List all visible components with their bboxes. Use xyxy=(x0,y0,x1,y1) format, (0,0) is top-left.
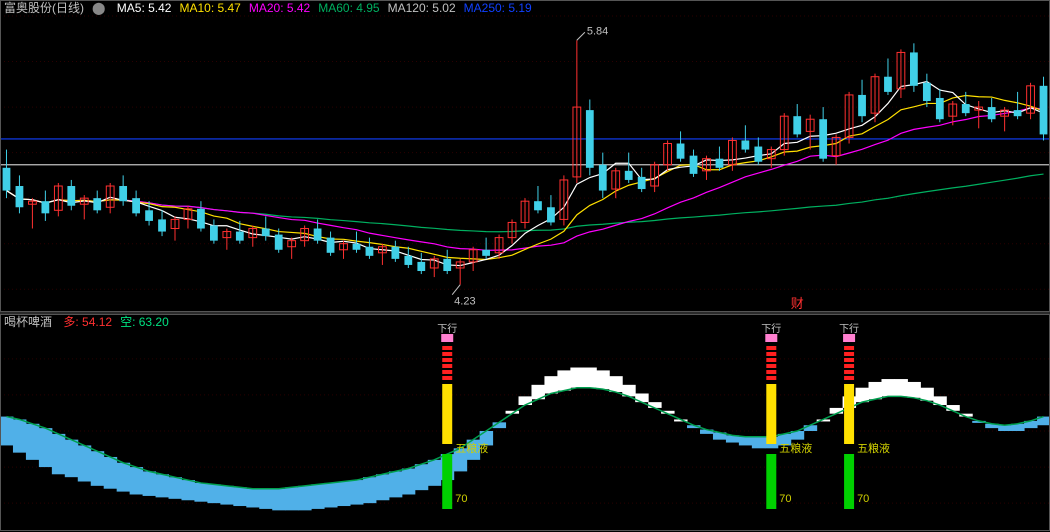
svg-text:4.23: 4.23 xyxy=(454,296,475,308)
svg-text:下行: 下行 xyxy=(437,322,457,335)
svg-text:五粮液: 五粮液 xyxy=(857,441,890,455)
svg-text:70: 70 xyxy=(455,493,467,505)
svg-text:五粮液: 五粮液 xyxy=(779,441,812,455)
svg-text:70: 70 xyxy=(779,493,791,505)
svg-text:70: 70 xyxy=(857,493,869,505)
svg-text:五粮液: 五粮液 xyxy=(455,441,488,455)
svg-text:5.84: 5.84 xyxy=(587,25,608,37)
svg-text:下行: 下行 xyxy=(761,322,781,335)
chart-canvas: 5.844.23财下行五粮液70下行五粮液70下行五粮液70 xyxy=(0,0,1050,532)
svg-text:财: 财 xyxy=(791,296,804,311)
svg-text:下行: 下行 xyxy=(839,322,859,335)
